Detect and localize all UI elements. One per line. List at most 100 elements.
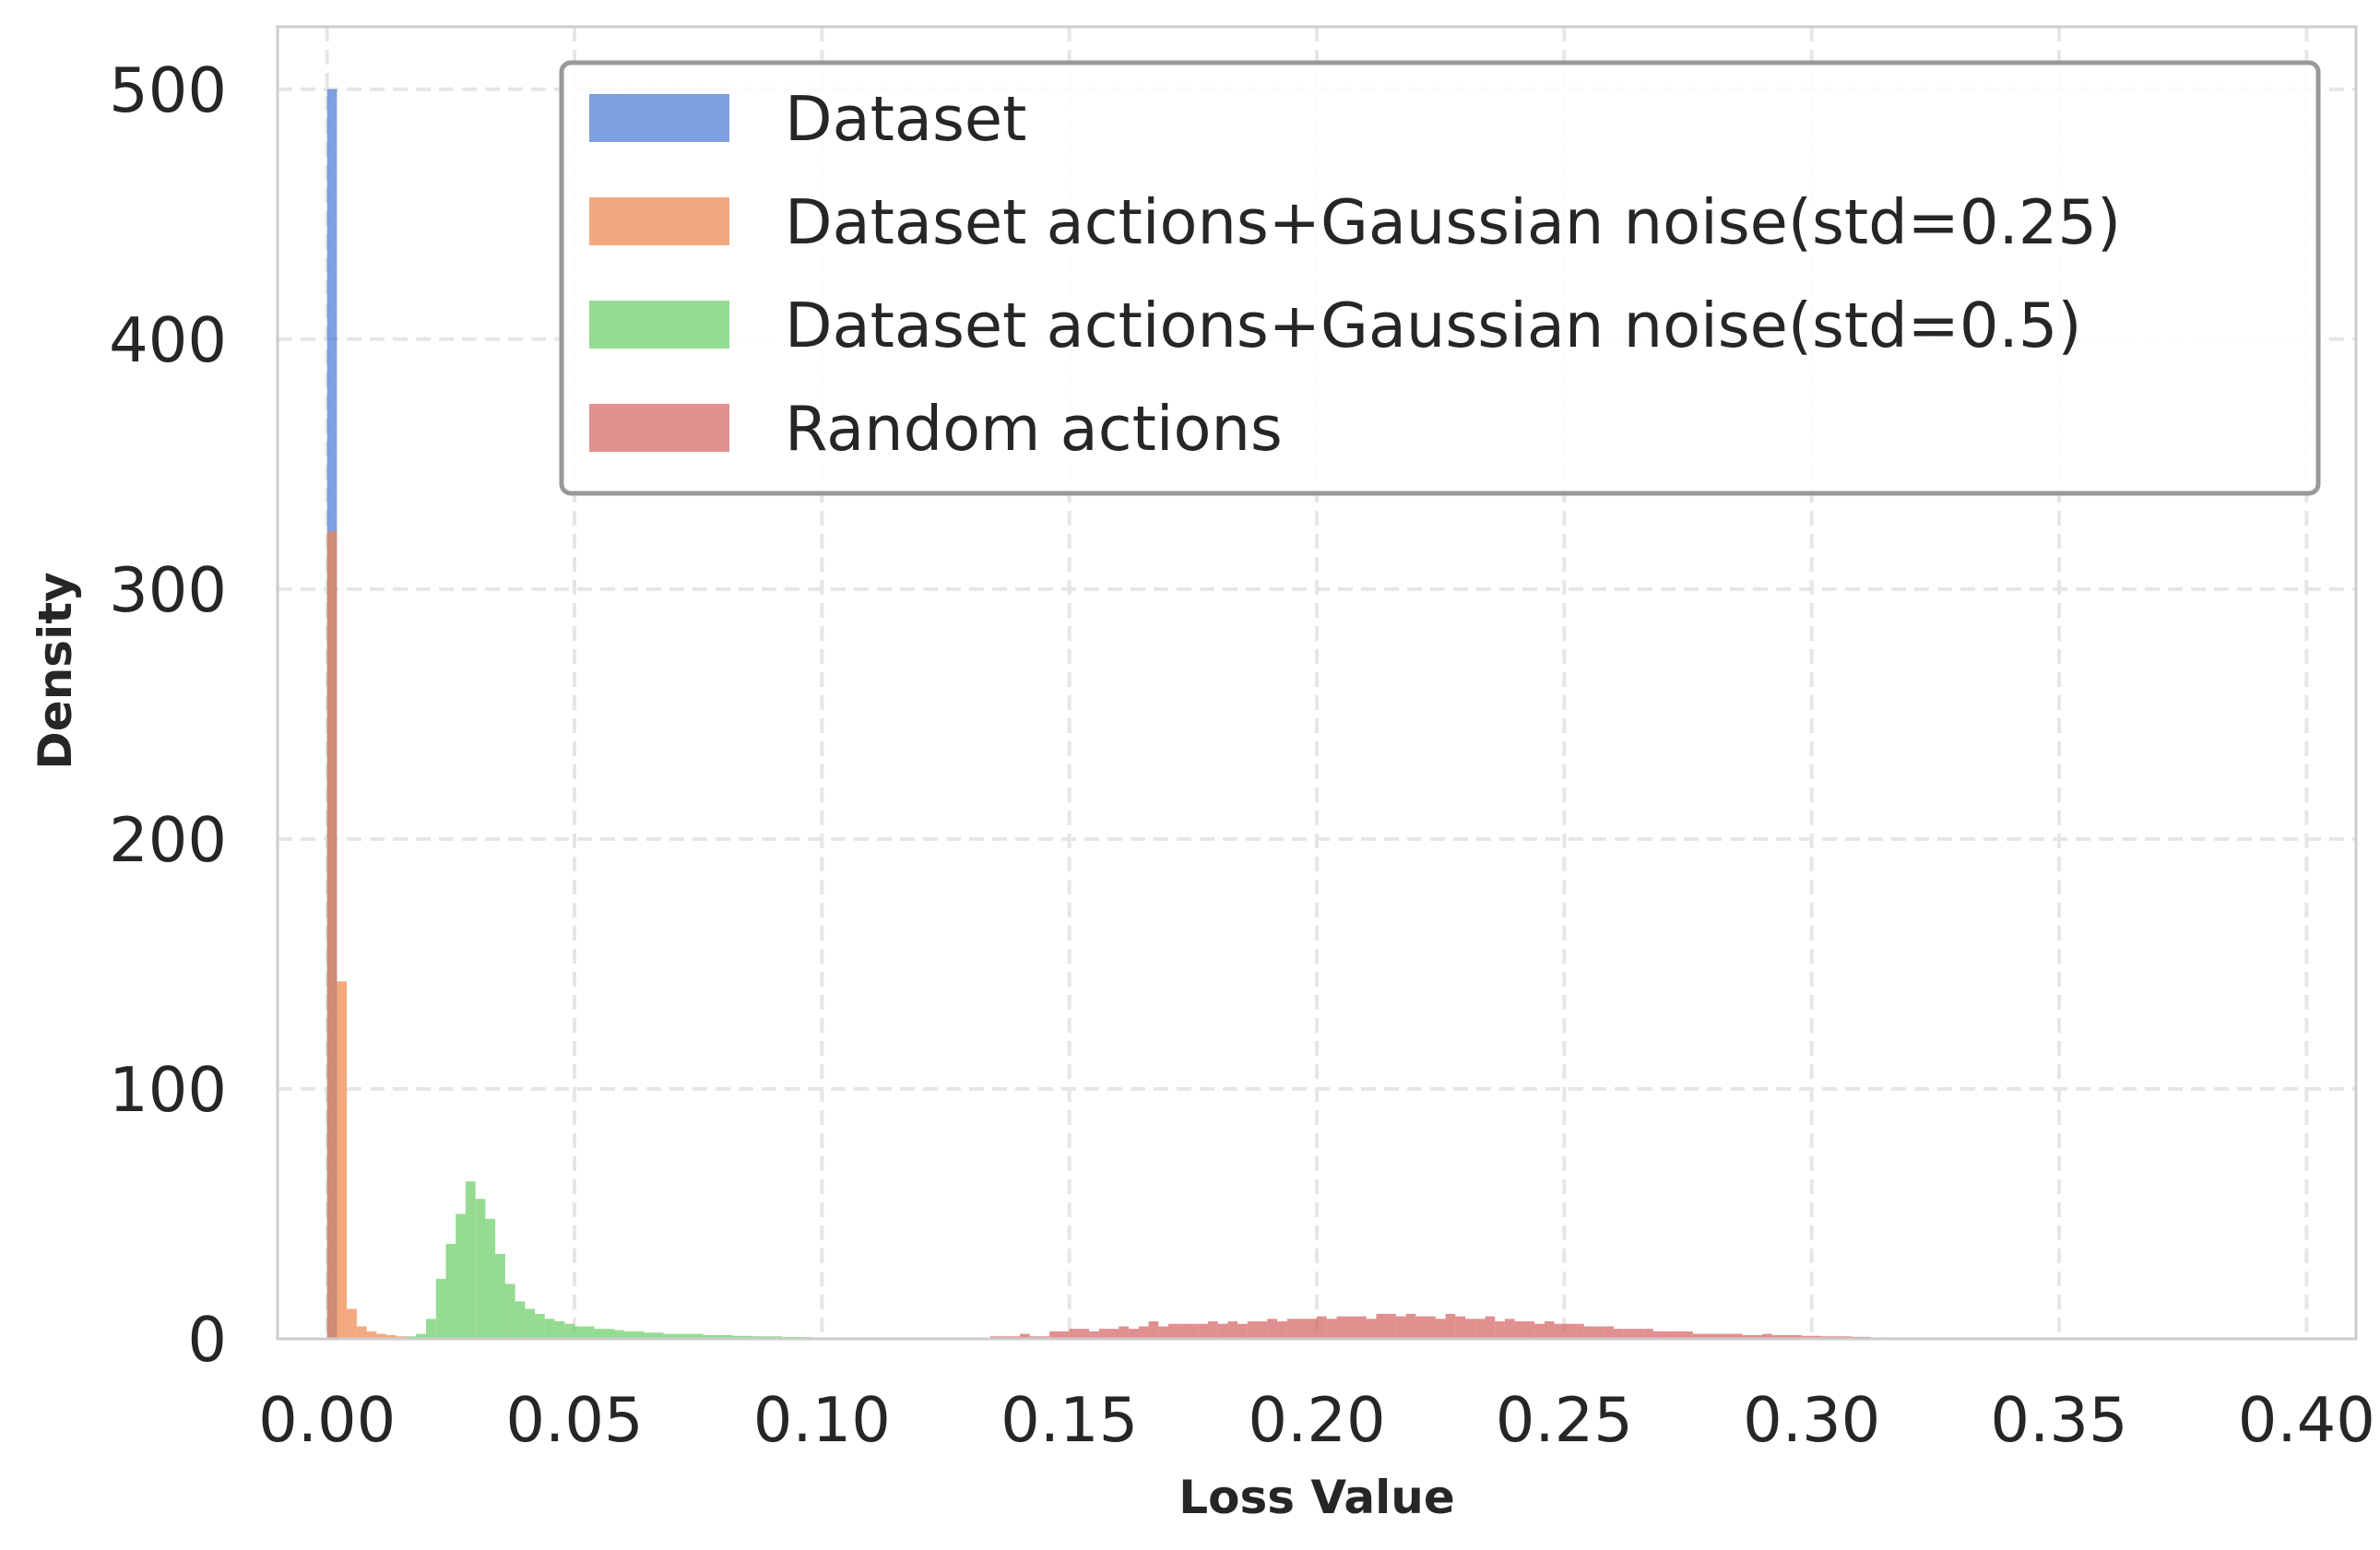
bar-s3-b32 [1267,1319,1278,1339]
bar-s3-b23 [1178,1323,1189,1339]
bar-s1-b2 [347,1308,357,1339]
bar-s3-b58 [1524,1321,1535,1339]
bar-s2-b27 [673,1333,684,1339]
y-tick-label-4: 400 [109,304,227,376]
bar-s3-b70 [1643,1329,1653,1339]
bar-s3-b49 [1435,1319,1446,1339]
legend-swatch-3 [589,404,729,452]
bar-s3-b81 [1752,1334,1762,1339]
bar-s3-b11 [1059,1331,1070,1339]
bar-s2-b20 [604,1329,614,1339]
bar-s2-b29 [693,1333,704,1339]
bar-s2-b18 [584,1326,595,1339]
y-tick-label-1: 100 [109,1054,227,1126]
bar-s2-b15 [554,1321,565,1339]
bar-s2-b9 [495,1253,505,1339]
bar-s2-b21 [613,1330,624,1339]
x-tick-label-6: 0.30 [1743,1384,1880,1456]
bar-s3-b37 [1317,1316,1327,1339]
bar-s3-b16 [1108,1329,1119,1339]
bar-s3-b50 [1445,1313,1456,1339]
bar-s3-b62 [1564,1323,1575,1339]
bar-s3-b15 [1098,1329,1109,1339]
bar-s3-b65 [1593,1326,1604,1339]
bar-s3-b52 [1465,1319,1475,1339]
bar-s2-b19 [594,1329,605,1339]
bar-s1-b1 [337,981,348,1339]
bar-s3-b87 [1811,1335,1822,1339]
y-tick-label-3: 300 [109,554,227,626]
x-tick-label-7: 0.35 [1990,1384,2127,1456]
bar-s3-b26 [1207,1321,1218,1339]
legend-swatch-2 [589,301,729,349]
bar-s3-b69 [1633,1329,1644,1339]
bar-s3-b67 [1614,1329,1624,1339]
bar-s3-b28 [1227,1321,1238,1339]
x-tick-labels: 0.00 0.05 0.10 0.15 0.20 0.25 0.30 0.35 0.40 [258,1384,2375,1456]
bar-s3-b27 [1217,1323,1228,1339]
legend-label-2: Dataset actions+Gaussian noise(std=0.5) [785,290,2082,361]
legend-swatch-1 [589,197,729,245]
bar-s3-b84 [1782,1334,1793,1339]
series-2-bars [406,1181,833,1339]
x-tick-label-8: 0.40 [2238,1384,2375,1456]
bar-s2-b17 [574,1326,585,1339]
bar-s2-b16 [564,1323,574,1339]
bar-s3-b45 [1395,1316,1406,1339]
bar-s2-b3 [435,1278,446,1339]
bar-s3-b75 [1692,1333,1703,1339]
bar-s3-b18 [1129,1329,1139,1339]
bar-s3-b29 [1237,1323,1248,1339]
bar-s3-b73 [1673,1331,1684,1339]
bar-s2-b4 [445,1244,456,1339]
bar-s3-b19 [1138,1326,1149,1339]
bar-s2-b10 [504,1284,515,1339]
plot-frame [276,25,2358,1341]
bar-s3-b85 [1792,1334,1802,1339]
x-tick-label-3: 0.15 [1001,1384,1138,1456]
bar-s3-b57 [1514,1321,1525,1339]
bar-s3-b86 [1801,1335,1812,1339]
bar-s3-b43 [1376,1313,1387,1339]
bar-s3-b79 [1732,1333,1743,1339]
legend-label-0: Dataset [785,83,1026,155]
x-tick-label-1: 0.05 [505,1384,643,1456]
legend-label-1: Dataset actions+Gaussian noise(std=0.25) [785,186,2121,258]
bar-s1-b0 [326,531,337,1339]
bar-s2-b14 [544,1319,555,1339]
bar-s3-b51 [1455,1316,1465,1339]
bar-s3-b14 [1089,1331,1099,1339]
bar-s3-b13 [1079,1329,1090,1339]
bar-s3-b35 [1297,1319,1308,1339]
bar-s2-b25 [653,1332,664,1339]
y-axis-label: Density [29,572,82,769]
bar-s3-b40 [1346,1316,1356,1339]
bar-s3-b17 [1119,1326,1130,1339]
bar-s2-b31 [713,1334,723,1339]
bar-s2-b13 [535,1313,545,1339]
bar-s3-b72 [1663,1331,1674,1339]
bar-s3-b60 [1544,1321,1555,1339]
bar-s3-b61 [1554,1323,1565,1339]
bar-s3-b68 [1623,1329,1634,1339]
bar-s3-b74 [1683,1331,1693,1339]
bar-s3-b55 [1495,1321,1505,1339]
bar-s2-b32 [723,1334,733,1339]
bar-s2-b23 [633,1331,645,1339]
y-tick-label-5: 500 [109,54,227,126]
bar-s3-b82 [1762,1333,1772,1339]
bar-s2-b22 [623,1331,634,1339]
series-1-bars [326,531,407,1339]
bar-s2-b33 [732,1335,743,1339]
bar-s2-b1 [416,1333,426,1339]
legend-label-3: Random actions [785,393,1283,465]
bar-s3-b71 [1652,1331,1664,1339]
bar-s3-b44 [1386,1313,1396,1339]
bar-s2-b6 [465,1181,476,1339]
bar-s2-b7 [475,1199,486,1339]
bar-s3-b41 [1356,1316,1367,1339]
legend-swatch-0 [589,94,729,142]
bar-s2-b5 [456,1213,466,1339]
bar-s3-b48 [1426,1316,1436,1339]
bar-s3-b34 [1286,1319,1297,1339]
